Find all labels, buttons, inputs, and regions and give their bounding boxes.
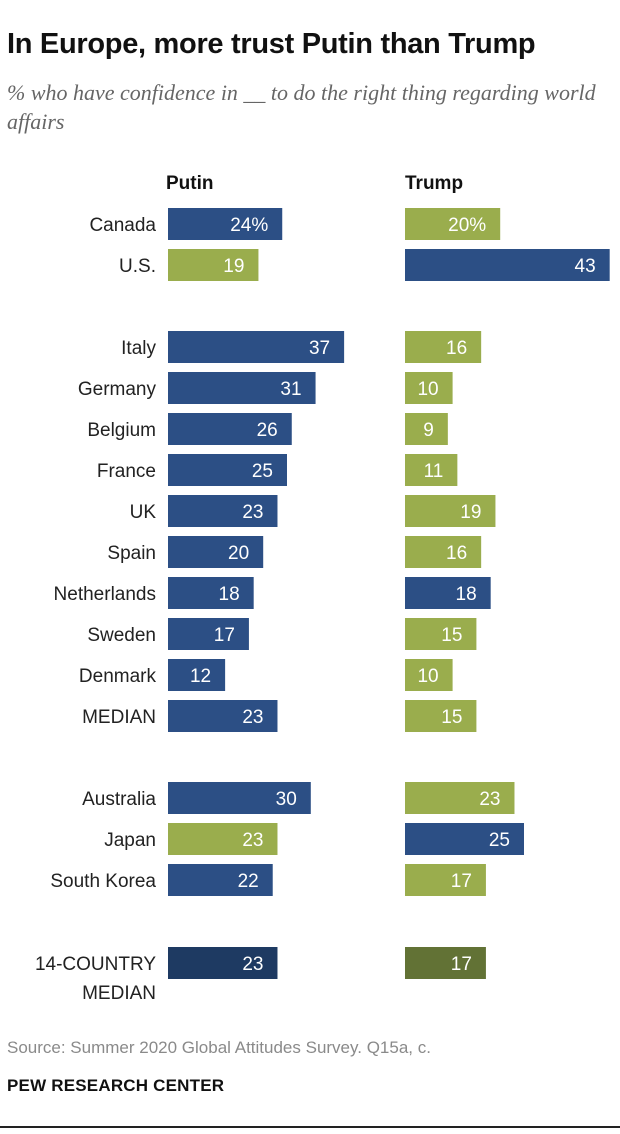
putin-value-label: 17 <box>214 625 235 646</box>
trump-bar <box>405 413 448 445</box>
row-label: Netherlands <box>54 584 156 605</box>
putin-value-label: 19 <box>223 256 244 277</box>
putin-bar <box>168 536 264 568</box>
trump-value-label: 17 <box>451 954 472 975</box>
trump-value-label: 11 <box>424 461 444 482</box>
trump-value-label: 25 <box>489 830 510 851</box>
putin-value-label: 22 <box>238 871 259 892</box>
putin-value-label: 12 <box>190 666 211 687</box>
putin-column-header: Putin <box>166 173 214 194</box>
trump-value-label: 9 <box>423 420 434 441</box>
trump-bar <box>405 947 486 979</box>
putin-bar <box>168 249 259 281</box>
trump-value-label: 19 <box>460 502 481 523</box>
trump-column-header: Trump <box>405 173 463 194</box>
row-label: U.S. <box>119 256 156 277</box>
trump-value-label: 17 <box>451 871 472 892</box>
publisher-name: PEW RESEARCH CENTER <box>7 1076 225 1095</box>
row-label: Denmark <box>79 666 157 687</box>
putin-bar <box>168 700 278 732</box>
putin-value-label: 26 <box>257 420 278 441</box>
putin-bar <box>168 495 278 527</box>
putin-value-label: 37 <box>309 338 330 359</box>
trump-value-label: 15 <box>441 625 462 646</box>
putin-bar <box>168 782 311 814</box>
putin-bar <box>168 659 226 691</box>
row-label: Italy <box>121 338 156 359</box>
row-label: South Korea <box>50 871 156 892</box>
row-label: Japan <box>104 830 156 851</box>
putin-bar <box>168 823 278 855</box>
putin-value-label: 31 <box>280 379 301 400</box>
trump-bar <box>405 864 486 896</box>
trump-bar <box>405 577 491 609</box>
putin-value-label: 25 <box>252 461 273 482</box>
source-note: Source: Summer 2020 Global Attitudes Sur… <box>7 1038 431 1057</box>
putin-bar <box>168 208 283 240</box>
row-label: Australia <box>82 789 156 810</box>
trump-bar <box>405 249 610 281</box>
trump-bar <box>405 782 515 814</box>
row-label: France <box>97 461 156 482</box>
row-label: Canada <box>89 215 156 236</box>
trump-bar <box>405 700 477 732</box>
trump-value-label: 10 <box>417 666 438 687</box>
putin-value-label: 23 <box>242 707 263 728</box>
row-label: Germany <box>78 379 157 400</box>
putin-value-label: 30 <box>276 789 297 810</box>
trump-value-label: 16 <box>446 543 467 564</box>
trump-bar <box>405 331 482 363</box>
trump-value-label: 16 <box>446 338 467 359</box>
putin-bar <box>168 413 292 445</box>
putin-value-label: 23 <box>242 830 263 851</box>
bottom-rule <box>0 1126 620 1128</box>
row-label: MEDIAN <box>82 707 156 728</box>
putin-value-label: 23 <box>242 502 263 523</box>
row-label: Sweden <box>87 625 156 646</box>
trump-bar <box>405 618 477 650</box>
putin-bar <box>168 864 273 896</box>
putin-bar <box>168 372 316 404</box>
bar-chart: Putin Trump Canada 24% 20% U.S. 19 43 Italy 37 16 G… <box>35 173 610 1004</box>
trump-value-label: 10 <box>417 379 438 400</box>
putin-value-label: 23 <box>242 954 263 975</box>
row-label: Belgium <box>87 420 156 441</box>
trump-bar <box>405 372 453 404</box>
putin-value-label: 20 <box>228 543 249 564</box>
trump-bar <box>405 495 496 527</box>
row-label: 14-COUNTRY <box>35 954 156 975</box>
chart-title: In Europe, more trust Putin than Trump <box>7 28 536 60</box>
putin-value-label: 18 <box>219 584 240 605</box>
row-label: MEDIAN <box>82 983 156 1004</box>
row-label: UK <box>130 502 157 523</box>
trump-value-label: 18 <box>456 584 477 605</box>
row-label: Spain <box>107 543 156 564</box>
putin-bar <box>168 331 345 363</box>
trump-value-label: 23 <box>479 789 500 810</box>
putin-bar <box>168 947 278 979</box>
trump-bar <box>405 823 524 855</box>
putin-bar <box>168 618 249 650</box>
trump-bar <box>405 659 453 691</box>
trump-value-label: 43 <box>575 256 596 277</box>
trump-bar <box>405 208 501 240</box>
putin-value-label: 24% <box>230 215 268 236</box>
chart-subtitle: % who have confidence in __ to do the ri… <box>7 80 596 134</box>
putin-bar <box>168 577 254 609</box>
trump-value-label: 20% <box>448 215 486 236</box>
trump-bar <box>405 454 458 486</box>
putin-bar <box>168 454 287 486</box>
trump-value-label: 15 <box>441 707 462 728</box>
trump-bar <box>405 536 482 568</box>
